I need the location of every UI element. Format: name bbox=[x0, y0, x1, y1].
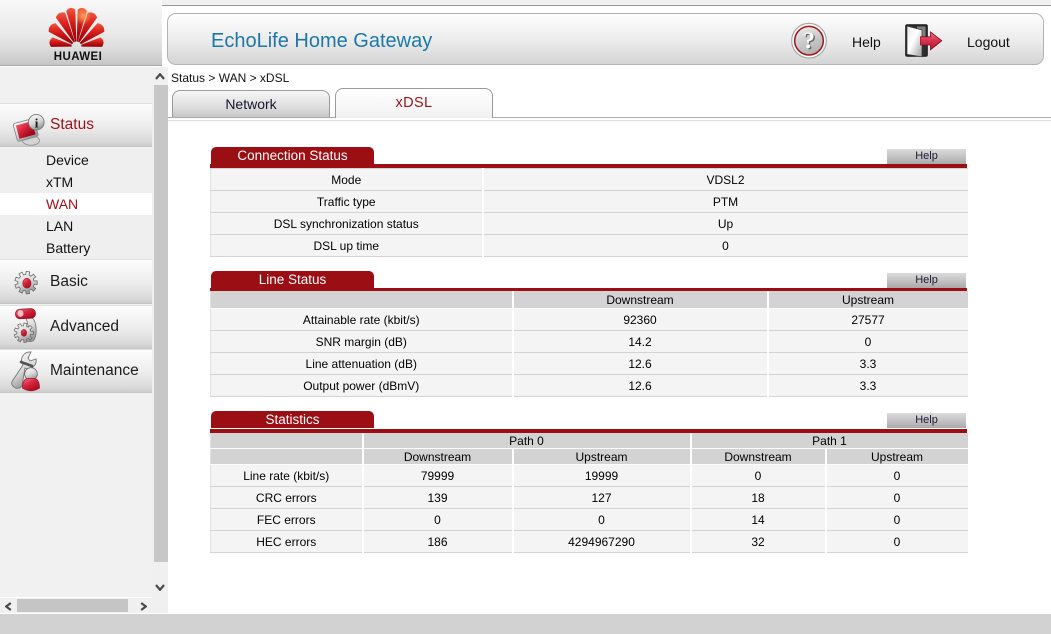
svg-text:?: ? bbox=[803, 29, 815, 55]
svg-text:?: ? bbox=[804, 30, 816, 56]
svg-text:i: i bbox=[35, 115, 39, 130]
